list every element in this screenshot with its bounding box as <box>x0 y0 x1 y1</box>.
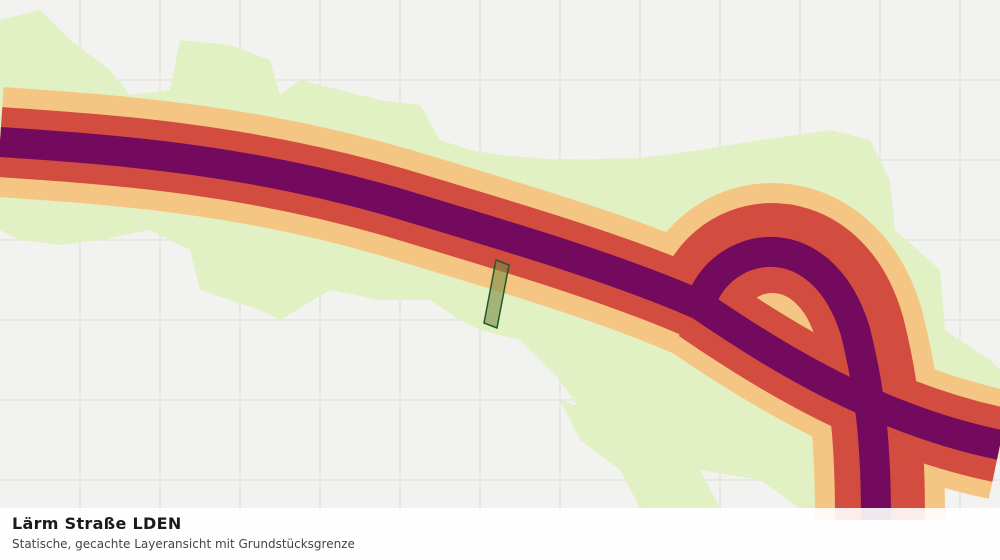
road-noise-bands <box>0 87 1000 521</box>
parcel-boundary <box>483 258 510 330</box>
caption-panel: Lärm Straße LDEN Statische, gecachte Lay… <box>0 508 1000 560</box>
layer-subtitle: Statische, gecachte Layeransicht mit Gru… <box>12 537 355 551</box>
layer-title: Lärm Straße LDEN <box>12 514 182 533</box>
